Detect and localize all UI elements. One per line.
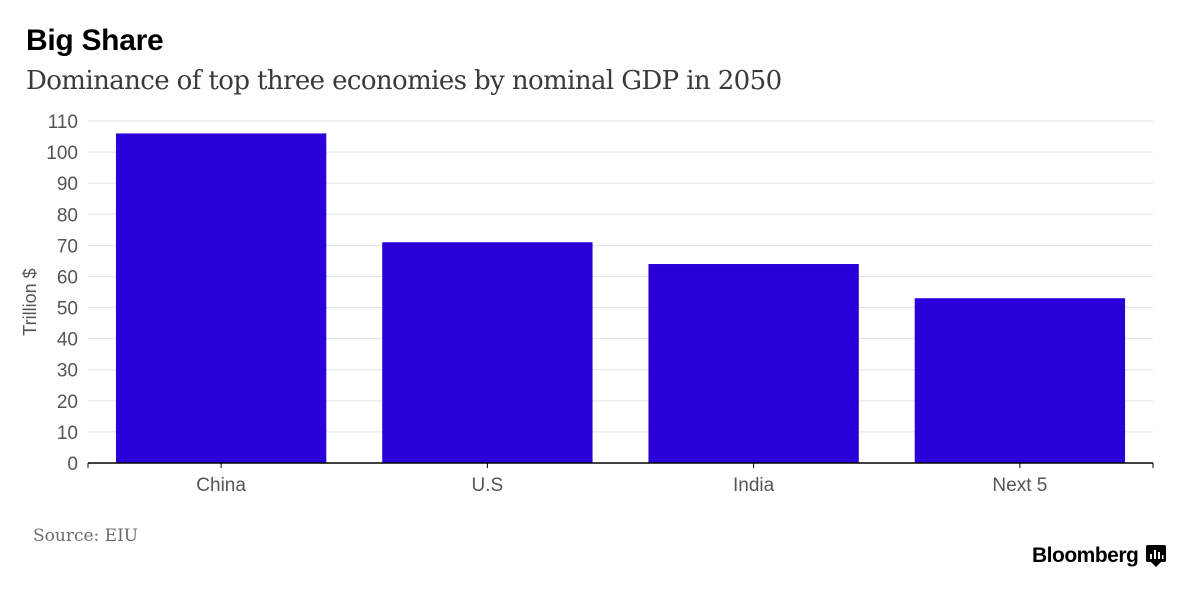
y-tick-label: 100 xyxy=(46,143,78,164)
bar xyxy=(115,133,327,463)
x-tick-label: China xyxy=(196,475,246,496)
y-tick-label: 30 xyxy=(57,361,78,382)
x-tick-label: U.S xyxy=(472,475,504,496)
x-axis-ticks: China U.S India Next 5 xyxy=(87,463,1154,496)
x-tick-label: India xyxy=(733,475,775,496)
bar xyxy=(382,242,593,463)
bar-chart-icon xyxy=(1146,545,1167,567)
y-axis-ticks: 0 10 20 30 40 50 60 70 80 90 100 110 xyxy=(46,112,78,475)
y-tick-label: 20 xyxy=(57,392,78,413)
brand-logo: Bloomberg xyxy=(1032,544,1167,568)
y-tick-label: 90 xyxy=(57,174,78,195)
y-tick-label: 60 xyxy=(57,267,78,288)
source-note: Source: EIU xyxy=(33,526,139,546)
brand-name: Bloomberg xyxy=(1032,544,1139,567)
y-tick-label: 110 xyxy=(48,112,78,133)
y-tick-label: 80 xyxy=(57,205,78,226)
y-tick-label: 0 xyxy=(67,454,78,475)
y-tick-label: 70 xyxy=(57,236,78,257)
chart-title: Big Share xyxy=(26,24,164,57)
chart-subtitle: Dominance of top three economies by nomi… xyxy=(26,66,782,96)
bar xyxy=(914,298,1126,463)
y-tick-label: 40 xyxy=(57,330,78,351)
y-tick-label: 10 xyxy=(57,423,78,444)
bar xyxy=(648,264,859,463)
x-tick-label: Next 5 xyxy=(992,475,1047,496)
y-tick-label: 50 xyxy=(57,299,78,320)
y-axis-label: Trillion $ xyxy=(20,268,40,335)
bars xyxy=(115,133,1126,463)
